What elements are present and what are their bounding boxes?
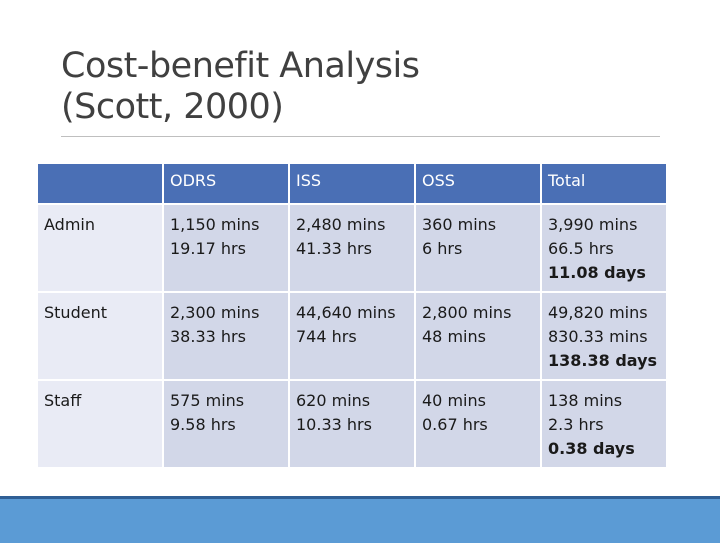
cell-value: 0.67 hrs [422,415,488,434]
footer-bar [0,496,720,543]
cell-admin-total: 3,990 mins 66.5 hrs 11.08 days [540,203,668,293]
cell-value: 3,990 mins [548,215,638,234]
table-header-row: ODRS ISS OSS Total [36,162,668,205]
row-label-staff: Staff [36,379,164,469]
row-label-admin: Admin [36,203,164,293]
cell-value: 138 mins [548,391,623,410]
cell-staff-oss: 40 mins 0.67 hrs [414,379,542,469]
slide-title: Cost-benefit Analysis (Scott, 2000) [61,46,420,128]
header-odrs: ODRS [162,162,290,205]
header-oss: OSS [414,162,542,205]
cell-value: 2,800 mins [422,303,512,322]
cell-value: 6 hrs [422,239,463,258]
cell-admin-odrs: 1,150 mins 19.17 hrs [162,203,290,293]
cell-staff-odrs: 575 mins 9.58 hrs [162,379,290,469]
table-row-staff: Staff 575 mins 9.58 hrs 620 mins 10.33 h… [36,379,668,469]
cell-student-odrs: 2,300 mins 38.33 hrs [162,291,290,381]
slide-title-line-2: (Scott, 2000) [61,87,284,127]
cell-value: 830.33 mins [548,327,648,346]
table-row-admin: Admin 1,150 mins 19.17 hrs 2,480 mins 41… [36,203,668,293]
slide-title-line-1: Cost-benefit Analysis [61,46,420,86]
cell-staff-total: 138 mins 2.3 hrs 0.38 days [540,379,668,469]
cell-value: 2.3 hrs [548,415,604,434]
header-total: Total [540,162,668,205]
cell-value: 744 hrs [296,327,357,346]
cell-value: 620 mins [296,391,371,410]
cell-value: 9.58 hrs [170,415,236,434]
cell-value-days: 11.08 days [548,263,646,282]
header-corner [36,162,164,205]
cost-benefit-table: ODRS ISS OSS Total Admin 1,150 mins 19.1… [36,162,668,469]
cell-staff-iss: 620 mins 10.33 hrs [288,379,416,469]
cell-value: 44,640 mins [296,303,396,322]
cell-admin-iss: 2,480 mins 41.33 hrs [288,203,416,293]
cell-value: 2,480 mins [296,215,386,234]
title-divider [61,136,660,137]
cell-value: 575 mins [170,391,245,410]
cell-value: 41.33 hrs [296,239,372,258]
cell-value: 38.33 hrs [170,327,246,346]
cell-value: 48 mins [422,327,486,346]
cell-admin-oss: 360 mins 6 hrs [414,203,542,293]
cell-value: 40 mins [422,391,486,410]
cell-value: 10.33 hrs [296,415,372,434]
cell-student-total: 49,820 mins 830.33 mins 138.38 days [540,291,668,381]
cell-student-oss: 2,800 mins 48 mins [414,291,542,381]
cell-value-days: 138.38 days [548,351,658,370]
cell-value: 66.5 hrs [548,239,614,258]
cell-value-days: 0.38 days [548,439,635,458]
header-iss: ISS [288,162,416,205]
cell-value: 19.17 hrs [170,239,246,258]
cell-value: 1,150 mins [170,215,260,234]
row-label-student: Student [36,291,164,381]
cell-value: 360 mins [422,215,497,234]
cell-value: 49,820 mins [548,303,648,322]
table-row-student: Student 2,300 mins 38.33 hrs 44,640 mins… [36,291,668,381]
cell-value: 2,300 mins [170,303,260,322]
cell-student-iss: 44,640 mins 744 hrs [288,291,416,381]
